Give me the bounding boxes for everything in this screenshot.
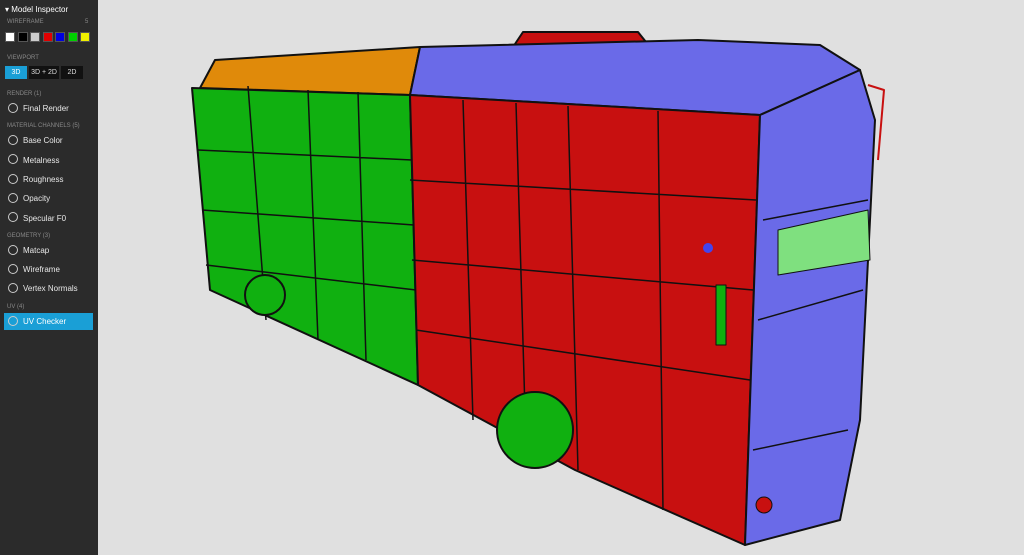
windshield: [777, 209, 871, 276]
menu-item[interactable]: Specular F0: [4, 210, 93, 227]
menu-item[interactable]: UV Checker: [4, 312, 93, 330]
menu-item[interactable]: Vertex Normals: [4, 280, 93, 297]
section-label: MATERIAL CHANNELS (5): [7, 123, 80, 130]
section-label: GEOMETRY (3): [7, 232, 51, 239]
section-label: RENDER (1): [7, 91, 42, 97]
item-label: Opacity: [23, 194, 51, 204]
color-swatch[interactable]: [80, 32, 90, 42]
menu-item[interactable]: Base Color: [4, 132, 93, 149]
section-label: UV (4): [7, 303, 25, 310]
viewport-button[interactable]: 3D: [5, 66, 27, 79]
mirror-arm: [867, 84, 885, 161]
rear-face: [191, 87, 419, 386]
headlight: [755, 496, 773, 514]
bus-model: [191, 31, 885, 546]
viewport-button[interactable]: 3D + 2D: [29, 66, 59, 79]
viewport[interactable]: [98, 0, 1024, 555]
menu-item[interactable]: Wireframe: [4, 261, 93, 278]
section-label: WIREFRAME: [7, 19, 44, 25]
rear-wheel: [244, 274, 286, 316]
light: [703, 243, 713, 253]
item-icon: [8, 154, 18, 165]
item-label: Final Render: [23, 104, 69, 113]
color-swatch[interactable]: [17, 32, 28, 42]
wireframe-value: 5: [85, 19, 89, 25]
item-label: Matcap: [23, 245, 50, 255]
item-label: Wireframe: [23, 265, 60, 275]
section-label: VIEWPORT: [7, 55, 39, 61]
viewport-button[interactable]: 2D: [61, 66, 83, 79]
side-face: [409, 94, 761, 546]
item-label: Base Color: [23, 136, 63, 146]
title-text: Model Inspector: [11, 5, 69, 14]
menu-item[interactable]: Matcap: [4, 242, 93, 259]
front-wheel: [496, 391, 574, 469]
color-swatch[interactable]: [67, 32, 78, 42]
item-label: Vertex Normals: [23, 284, 78, 294]
item-icon: [8, 263, 18, 274]
item-icon: [8, 135, 18, 146]
item-label: Roughness: [23, 174, 64, 184]
menu-item[interactable]: Final Render: [4, 100, 93, 117]
roof-orange: [199, 46, 421, 96]
item-icon: [8, 244, 18, 255]
menu-item[interactable]: Metalness: [4, 152, 93, 169]
sidebar: ▾ Model Inspector WIREFRAME 5 VIEWPORT 3…: [0, 0, 98, 555]
item-label: Specular F0: [23, 213, 67, 223]
color-swatch[interactable]: [42, 32, 53, 42]
menu-item[interactable]: Opacity: [4, 190, 93, 207]
item-label: UV Checker: [23, 316, 67, 326]
color-swatch[interactable]: [55, 32, 65, 42]
item-icon: [8, 102, 18, 113]
item-icon: [8, 212, 18, 223]
item-label: Metalness: [23, 155, 60, 165]
handle: [715, 284, 727, 346]
front-face: [744, 69, 876, 546]
menu-item[interactable]: Roughness: [4, 171, 93, 188]
item-icon: [8, 283, 18, 294]
checker-grid: [197, 85, 869, 511]
item-icon: [8, 315, 18, 326]
item-icon: [8, 173, 18, 184]
color-swatch[interactable]: [5, 32, 15, 42]
item-icon: [8, 193, 18, 204]
panel-title: ▾ Model Inspector: [5, 5, 69, 14]
color-swatch[interactable]: [30, 32, 40, 42]
